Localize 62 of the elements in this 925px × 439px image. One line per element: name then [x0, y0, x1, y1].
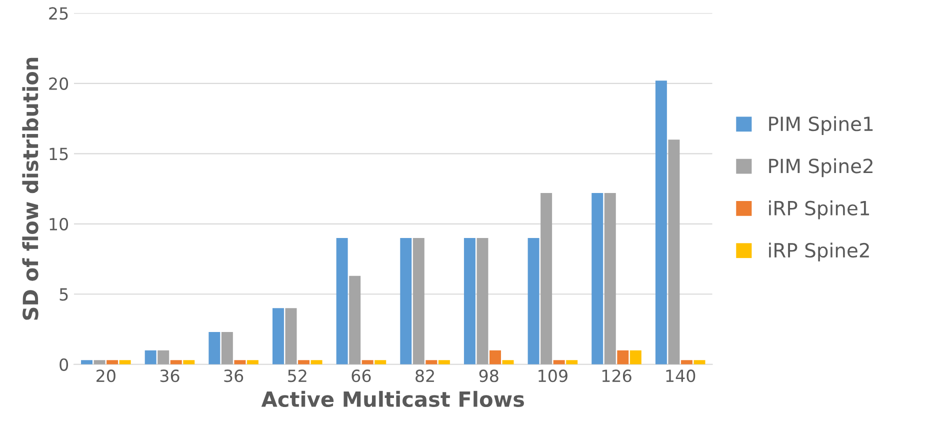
bar [144, 350, 156, 364]
bar [604, 192, 616, 364]
bar [490, 350, 501, 364]
x-tick-label: 126 [602, 370, 632, 382]
x-tick-label: 140 [666, 370, 696, 382]
bar [158, 350, 170, 364]
x-tick-label: 109 [538, 370, 568, 382]
bar [528, 238, 540, 364]
bar [272, 308, 284, 364]
bar [502, 360, 514, 364]
legend-label: PIM Spine2 [769, 158, 872, 178]
bar [349, 276, 361, 364]
x-tick-label: 20 [96, 370, 116, 382]
y-tick-label: 0 [60, 358, 68, 371]
bar [668, 140, 680, 364]
bar [119, 360, 131, 364]
x-tick-label: 98 [479, 370, 498, 382]
bar [566, 360, 578, 364]
bar [412, 238, 424, 364]
x-tick-label: 36 [224, 370, 244, 382]
legend-label: iRP Spine2 [769, 242, 869, 262]
bar [630, 350, 642, 364]
bar [426, 360, 438, 364]
legend-label: iRP Spine1 [769, 200, 870, 220]
bar [336, 238, 348, 364]
y-tick-label: 25 [49, 7, 68, 20]
bar [400, 238, 412, 364]
bar [617, 350, 629, 364]
y-tick-label: 5 [60, 288, 68, 301]
bar [592, 192, 604, 364]
bar [285, 308, 297, 364]
legend-label: PIM Spine1 [769, 116, 873, 135]
bar [540, 192, 552, 364]
bar [438, 360, 450, 364]
bar [362, 360, 374, 364]
y-tick-label: 20 [49, 77, 68, 90]
bar [680, 360, 692, 364]
bar [310, 360, 322, 364]
y-tick-label: 10 [50, 218, 68, 230]
bar [553, 360, 565, 364]
bar [464, 238, 476, 364]
x-tick-label: 82 [416, 370, 434, 382]
bar [106, 360, 118, 364]
bar [234, 360, 246, 364]
bar [221, 332, 233, 364]
bar [298, 360, 310, 364]
bar [170, 360, 182, 364]
x-tick-label: 52 [288, 370, 306, 382]
y-axis-title: SD of flow distribution [22, 58, 38, 320]
x-axis-title: Active Multicast Flows [261, 390, 524, 408]
bar [208, 332, 220, 364]
bar [655, 80, 667, 364]
x-tick-label: 66 [352, 370, 371, 382]
bar [476, 238, 488, 364]
bar [694, 360, 706, 364]
bar [94, 360, 106, 364]
bar [246, 360, 258, 364]
bar [374, 360, 386, 364]
y-tick-label: 15 [50, 148, 68, 160]
bar [183, 360, 195, 364]
x-tick-label: 36 [160, 370, 180, 382]
bar [81, 360, 93, 364]
